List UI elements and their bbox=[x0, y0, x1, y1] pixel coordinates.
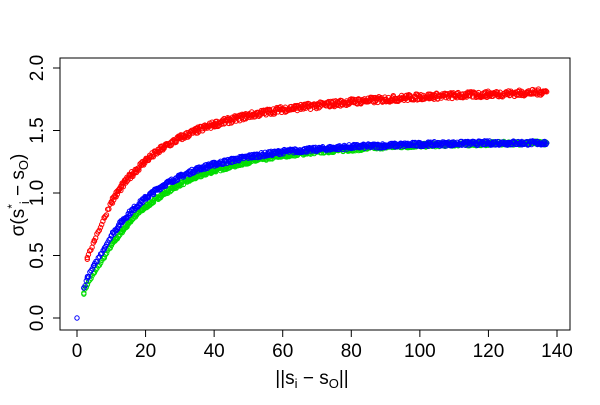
y-tick-label: 1.5 bbox=[27, 117, 48, 143]
data-point bbox=[106, 206, 112, 212]
data-point bbox=[89, 266, 95, 272]
data-point bbox=[541, 138, 548, 145]
data-point bbox=[107, 235, 113, 242]
series-1-points bbox=[74, 138, 550, 321]
x-tick-label: 100 bbox=[404, 341, 436, 362]
data-point bbox=[85, 274, 92, 280]
data-point bbox=[81, 291, 87, 297]
x-axis-title: ||si − sO|| bbox=[275, 368, 348, 391]
data-point bbox=[84, 254, 90, 261]
data-point bbox=[109, 200, 116, 206]
data-point bbox=[97, 224, 104, 231]
data-point bbox=[396, 141, 403, 147]
data-point bbox=[96, 227, 102, 234]
data-point bbox=[118, 187, 124, 194]
data-point bbox=[125, 211, 131, 217]
x-axis-title-minus: − s bbox=[298, 368, 329, 389]
data-point bbox=[479, 139, 485, 145]
y-axis-title-minus: − s bbox=[8, 170, 29, 201]
data-point bbox=[100, 247, 106, 254]
data-point bbox=[277, 107, 284, 113]
x-axis-title-sub-o: O bbox=[329, 376, 339, 391]
data-point bbox=[174, 177, 181, 183]
data-point bbox=[99, 250, 105, 257]
y-axis-title-sub-o: O bbox=[16, 160, 31, 170]
data-point bbox=[74, 315, 80, 321]
data-point bbox=[113, 227, 119, 234]
data-point bbox=[213, 168, 219, 175]
data-point bbox=[178, 182, 184, 188]
y-axis-title-sub-i: i bbox=[17, 201, 32, 204]
y-axis-title-star: * bbox=[5, 204, 19, 209]
x-axis-title-close: || bbox=[339, 368, 349, 389]
data-point bbox=[542, 88, 549, 94]
y-tick-label: 2.0 bbox=[27, 55, 48, 81]
data-point bbox=[541, 140, 548, 146]
data-point bbox=[102, 213, 108, 219]
series-0-points bbox=[84, 86, 550, 262]
x-tick-label: 120 bbox=[473, 341, 505, 362]
data-point bbox=[84, 256, 90, 262]
x-tick-label: 0 bbox=[72, 341, 83, 362]
points-layer bbox=[74, 86, 550, 321]
data-point bbox=[103, 212, 110, 218]
data-point bbox=[136, 167, 142, 173]
x-axis-title-sub-i: i bbox=[295, 376, 298, 391]
data-point bbox=[150, 154, 156, 160]
y-axis: 0.0 0.5 1.0 1.5 2.0 bbox=[27, 55, 61, 331]
data-point bbox=[120, 183, 126, 190]
data-point bbox=[98, 221, 105, 228]
data-point bbox=[185, 134, 191, 140]
x-tick-label: 40 bbox=[204, 341, 225, 362]
data-point bbox=[91, 238, 98, 244]
data-point bbox=[478, 94, 484, 101]
data-point bbox=[232, 164, 238, 170]
y-tick-label: 0.5 bbox=[27, 242, 48, 268]
data-point bbox=[411, 143, 417, 149]
data-point bbox=[95, 255, 101, 261]
data-point bbox=[88, 247, 94, 253]
y-axis-title-close: ) bbox=[8, 154, 29, 160]
data-point bbox=[240, 116, 246, 123]
data-point bbox=[115, 233, 122, 239]
x-tick-label: 20 bbox=[135, 341, 156, 362]
data-point bbox=[82, 283, 88, 289]
y-axis-title: σ(s*i − sO) bbox=[5, 154, 32, 237]
series-2-points bbox=[81, 138, 550, 297]
y-tick-label: 0.0 bbox=[27, 305, 48, 331]
y-tick-label: 1.0 bbox=[27, 180, 48, 206]
x-tick-label: 140 bbox=[541, 341, 573, 362]
data-point bbox=[101, 246, 107, 253]
data-point bbox=[124, 222, 130, 229]
x-tick-label: 60 bbox=[272, 341, 293, 362]
data-point bbox=[106, 237, 112, 243]
x-axis: 0 20 40 60 80 100 120 140 bbox=[72, 329, 573, 362]
data-point bbox=[538, 92, 544, 98]
data-point bbox=[101, 255, 107, 261]
data-point bbox=[493, 141, 500, 148]
data-point bbox=[115, 223, 122, 230]
x-tick-label: 80 bbox=[341, 341, 362, 362]
data-point bbox=[543, 141, 549, 148]
